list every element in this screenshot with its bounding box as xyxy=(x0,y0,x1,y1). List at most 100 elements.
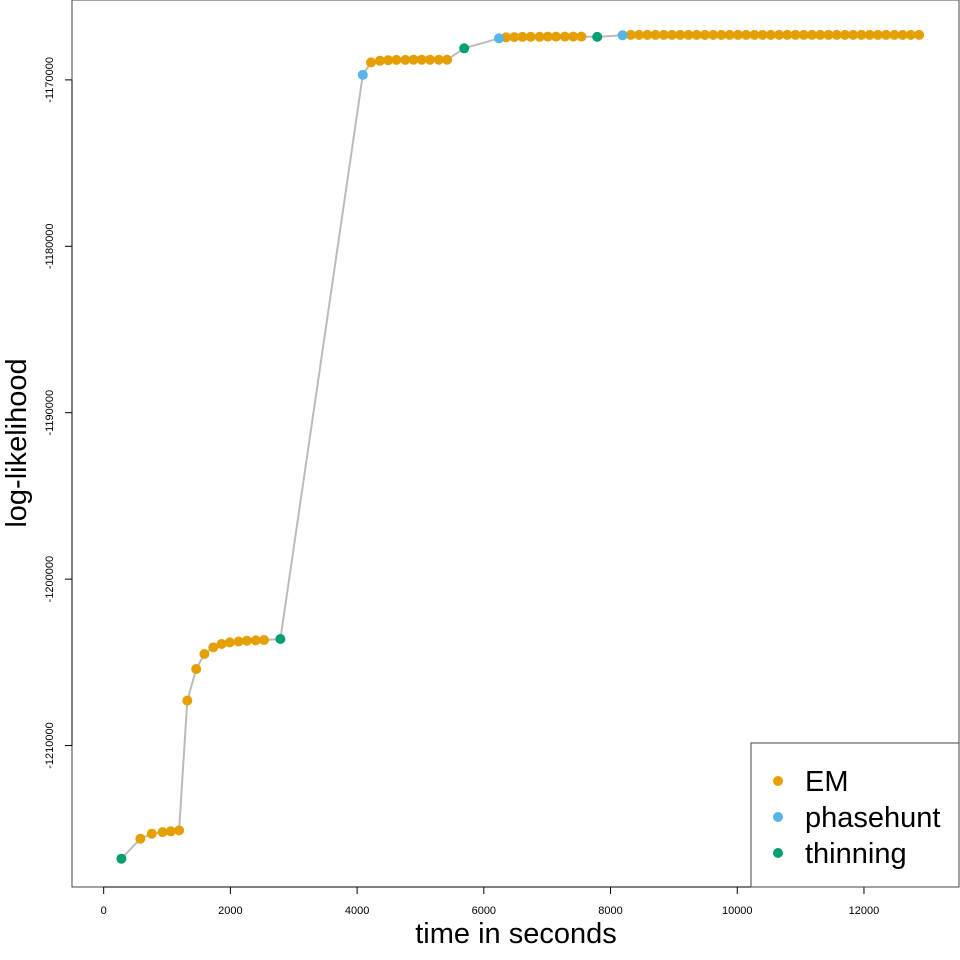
data-point-em xyxy=(241,635,252,646)
data-point-em xyxy=(250,635,261,646)
data-point-em xyxy=(517,31,528,42)
data-point-em xyxy=(182,695,193,706)
data-point-em xyxy=(233,636,244,647)
data-point-em xyxy=(741,29,752,40)
x-axis-title: time in seconds xyxy=(415,918,617,950)
data-point-em xyxy=(815,29,826,40)
x-axis: 0 2000 4000 6000 8000 10000 12000 xyxy=(101,886,880,917)
y-axis-title: log-likelihood xyxy=(1,358,33,527)
legend-marker xyxy=(773,812,783,822)
legend-label: EM xyxy=(805,766,849,798)
data-point-em xyxy=(675,29,686,40)
data-point-em xyxy=(864,29,875,40)
data-point-em xyxy=(157,827,168,838)
data-point-em xyxy=(259,635,269,645)
data-point-thinning xyxy=(592,31,603,42)
data-point-em xyxy=(551,31,561,42)
data-point-em xyxy=(146,828,157,839)
data-point-em xyxy=(416,54,427,65)
data-point-em xyxy=(683,29,694,40)
data-point-em xyxy=(749,29,760,40)
legend-marker xyxy=(773,776,783,786)
data-point-em xyxy=(625,29,636,40)
data-point-em xyxy=(897,29,908,40)
data-point-em xyxy=(708,29,719,40)
data-point-em xyxy=(716,29,727,40)
data-point-em xyxy=(798,29,809,40)
y-tick-label: -1200000 xyxy=(44,556,56,603)
data-point-em xyxy=(642,29,653,40)
legend-marker xyxy=(773,848,783,858)
data-point-em xyxy=(559,31,570,42)
data-point-em xyxy=(525,31,536,42)
data-point-em xyxy=(191,664,202,674)
x-tick-label: 8000 xyxy=(598,905,622,917)
data-point-em xyxy=(174,825,185,836)
data-point-thinning xyxy=(275,634,286,644)
data-points-layer xyxy=(116,29,925,864)
data-point-em xyxy=(509,32,520,43)
data-point-em xyxy=(542,31,553,42)
data-point-em xyxy=(889,29,900,40)
y-tick-label: -1180000 xyxy=(44,223,56,269)
data-point-em xyxy=(790,29,801,40)
data-point-em xyxy=(765,29,776,40)
legend-box xyxy=(750,742,960,888)
legend: EM phasehunt thinning xyxy=(750,742,960,888)
data-point-em xyxy=(576,31,587,42)
data-point-thinning xyxy=(459,43,470,54)
data-point-em xyxy=(400,54,411,65)
data-point-em xyxy=(650,29,661,40)
data-point-em xyxy=(634,29,644,40)
data-point-em xyxy=(199,649,210,659)
data-point-em xyxy=(374,55,385,66)
data-point-em xyxy=(391,54,402,65)
data-point-thinning xyxy=(116,853,127,864)
data-point-em xyxy=(224,637,235,648)
data-point-em xyxy=(757,29,768,40)
data-point-em xyxy=(724,29,735,40)
y-tick-label: -1170000 xyxy=(44,57,56,103)
data-point-em xyxy=(442,54,453,65)
data-point-em xyxy=(881,29,892,40)
data-point-em xyxy=(534,31,545,42)
y-tick-label: -1210000 xyxy=(44,722,56,769)
data-point-em xyxy=(691,29,702,40)
data-point-em xyxy=(831,29,842,40)
x-tick-label: 0 xyxy=(101,905,107,917)
data-point-em xyxy=(165,826,176,837)
data-point-phasehunt xyxy=(494,33,504,44)
legend-label: phasehunt xyxy=(805,802,940,834)
data-point-em xyxy=(774,29,785,40)
x-tick-label: 4000 xyxy=(345,905,369,917)
data-point-em xyxy=(872,29,883,40)
x-tick-label: 12000 xyxy=(849,905,880,917)
data-point-em xyxy=(135,833,146,844)
data-point-em xyxy=(216,639,227,649)
y-axis: -1170000 -1180000 -1190000 -1200000 -1210000 xyxy=(44,57,73,769)
data-point-em xyxy=(699,29,710,40)
data-point-em xyxy=(383,55,394,66)
x-tick-label: 6000 xyxy=(472,905,496,917)
data-point-em xyxy=(408,54,419,65)
data-point-em xyxy=(914,29,925,40)
legend-label: thinning xyxy=(805,838,907,870)
data-point-em xyxy=(905,29,916,40)
data-point-em xyxy=(433,54,444,65)
data-point-em xyxy=(782,29,793,40)
data-point-em xyxy=(848,29,859,40)
data-point-em xyxy=(366,57,376,68)
data-point-em xyxy=(658,29,669,40)
data-point-phasehunt xyxy=(357,69,368,80)
data-point-em xyxy=(425,54,435,65)
data-point-em xyxy=(856,29,867,40)
x-tick-label: 10000 xyxy=(722,905,753,917)
data-point-em xyxy=(732,29,743,40)
data-point-em xyxy=(667,29,677,40)
data-point-em xyxy=(807,29,817,40)
data-point-phasehunt xyxy=(617,30,628,41)
data-point-em xyxy=(208,642,219,653)
y-tick-label: -1190000 xyxy=(44,390,56,436)
data-point-em xyxy=(823,29,834,40)
